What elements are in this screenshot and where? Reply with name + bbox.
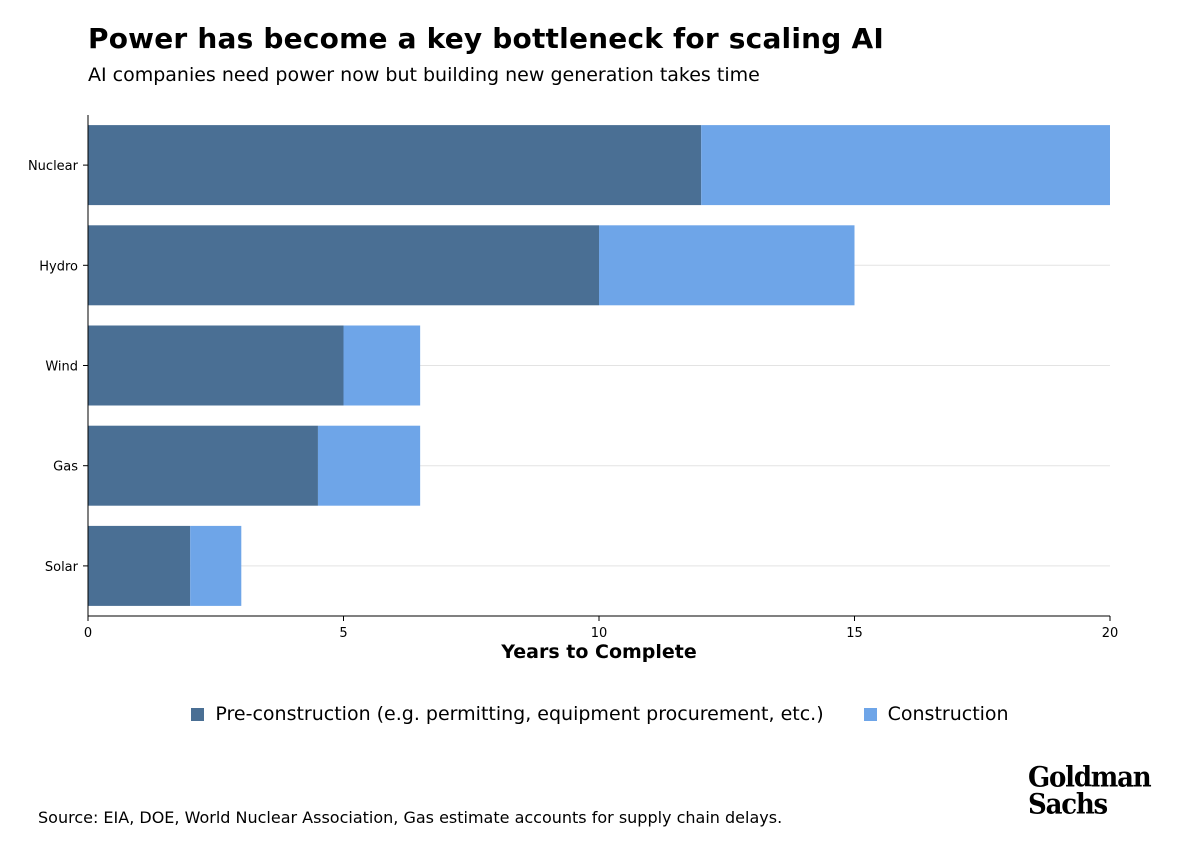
y-tick-label-solar: Solar xyxy=(45,560,79,575)
legend-item-construction: Construction xyxy=(863,703,1009,725)
chart-legend: Pre-construction (e.g. permitting, equip… xyxy=(0,703,1200,725)
logo-line-2: Sachs xyxy=(1028,788,1108,822)
goldman-sachs-logo: Goldman Sachs xyxy=(1028,761,1152,824)
legend-item-pre-construction: Pre-construction (e.g. permitting, equip… xyxy=(191,703,824,725)
y-tick-label-nuclear: Nuclear xyxy=(28,159,79,174)
x-axis-title: Years to Complete xyxy=(500,641,697,663)
legend-swatch-pre-construction xyxy=(191,707,205,721)
x-tick-label-0: 0 xyxy=(84,626,92,641)
x-tick-label-15: 15 xyxy=(846,626,863,641)
y-tick-label-wind: Wind xyxy=(45,360,78,375)
bar-wind-pre-construction xyxy=(88,325,344,406)
y-tick-label-hydro: Hydro xyxy=(39,259,78,274)
bar-solar-construction xyxy=(190,525,242,606)
bar-nuclear-pre-construction xyxy=(88,125,702,206)
bar-wind-construction xyxy=(343,325,421,406)
bar-hydro-construction xyxy=(599,225,855,306)
bar-solar-pre-construction xyxy=(88,525,191,606)
chart-title: Power has become a key bottleneck for sc… xyxy=(88,22,884,55)
bar-hydro-pre-construction xyxy=(88,225,599,306)
legend-label-construction: Construction xyxy=(887,703,1009,725)
x-tick-label-10: 10 xyxy=(591,626,608,641)
bar-gas-construction xyxy=(317,425,421,506)
y-tick-label-gas: Gas xyxy=(53,460,78,475)
logo-line-1: Goldman xyxy=(1028,761,1152,795)
x-tick-label-20: 20 xyxy=(1102,626,1119,641)
legend-label-pre-construction: Pre-construction (e.g. permitting, equip… xyxy=(215,703,824,725)
x-tick-label-5: 5 xyxy=(339,626,347,641)
bar-nuclear-construction xyxy=(701,125,1110,206)
chart-subtitle: AI companies need power now but building… xyxy=(88,64,760,86)
bar-gas-pre-construction xyxy=(88,425,318,506)
source-note: Source: EIA, DOE, World Nuclear Associat… xyxy=(38,808,783,827)
legend-swatch-construction xyxy=(863,707,877,721)
stacked-bar-chart: Nuclear Hydro Wind Gas Solar 0 5 10 15 20 Years to… xyxy=(28,115,1119,663)
